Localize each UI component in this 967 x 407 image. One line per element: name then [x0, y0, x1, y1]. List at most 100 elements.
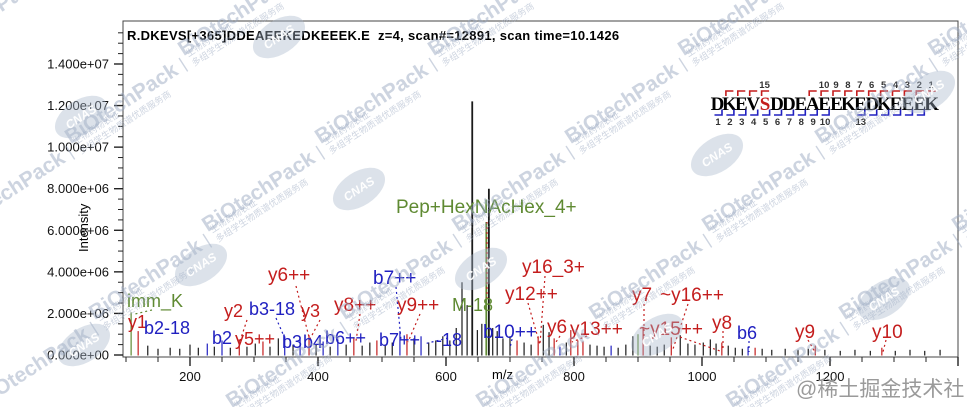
y-ion-mark [867, 90, 877, 96]
y-tick-label: 4.000e+06 [47, 264, 109, 279]
sequence-residue: E [890, 94, 903, 115]
peak-label: y5++ [235, 329, 275, 349]
peak-label: M-18 [452, 295, 493, 315]
sequence-residue: D [865, 94, 879, 115]
b-ion-mark [785, 109, 795, 116]
b-ion-number: 10 [820, 117, 831, 128]
peak-label: b3 [282, 332, 302, 352]
label-connector [555, 335, 561, 343]
peak-label: y9++ [397, 295, 439, 316]
y-ion-mark [737, 90, 746, 96]
x-tick-label: 800 [563, 369, 585, 384]
y-tick-label: 6.000e+06 [47, 223, 109, 238]
b-ion-number: 6 [775, 117, 780, 128]
sequence-residue: E [902, 94, 915, 115]
y-ion-mark [832, 90, 841, 96]
b-ion-mark [809, 109, 818, 116]
y-ion-number: 8 [845, 80, 850, 91]
b-ion-mark [857, 109, 866, 116]
peak-label: ~y16++ [660, 285, 724, 306]
peak-label: y6++ [268, 265, 310, 286]
y-axis-label: Intensity [76, 203, 91, 252]
x-tick-label: 1200 [816, 369, 845, 384]
y-ion-mark [760, 90, 770, 96]
y-tick-label: 0.000e+00 [47, 348, 109, 363]
sequence-residue: D [782, 94, 796, 115]
label-connector [309, 319, 321, 340]
label-connector [407, 313, 421, 343]
b-ion-mark [893, 109, 902, 116]
b-ion-mark [904, 109, 914, 116]
label-connector [527, 302, 541, 346]
x-axis-label: m/z [492, 367, 513, 382]
b-ion-mark [797, 109, 807, 116]
b-ion-mark [774, 109, 783, 116]
y-ion-mark [725, 90, 734, 96]
b-ion-mark [869, 109, 878, 116]
y-tick-label: 1.200e+07 [47, 98, 109, 113]
b-ion-number: 5 [763, 117, 769, 128]
peak-label: y13++ [570, 319, 623, 340]
b-ion-mark [726, 109, 735, 116]
peak-label: y12++ [505, 284, 558, 305]
peak-label: y1 [128, 312, 147, 332]
label-connector [807, 339, 816, 353]
y-tick-label: 8.000e+06 [47, 181, 109, 196]
sequence-residue: D [770, 94, 784, 115]
label-connector [882, 339, 887, 353]
sequence-residue: S [760, 94, 771, 115]
peak-label: y2 [224, 301, 243, 321]
sequence-residue: E [735, 94, 748, 115]
peak-label: b7++ [373, 268, 416, 289]
peak-label: b2 [212, 328, 232, 348]
y-ion-number: 9 [833, 80, 838, 91]
peak-label: Pep+HexNAcHex_4+ [396, 197, 577, 218]
y-ion-number: 7 [857, 80, 862, 91]
y-tick-label: 1.000e+07 [47, 140, 109, 155]
peak-label: y16_3+ [522, 257, 585, 278]
b-ion-number: 9 [811, 117, 816, 128]
b-ion-number: 1 [715, 117, 721, 128]
peak-label: b6++ [325, 328, 366, 348]
b-ion-mark [738, 109, 747, 116]
peak-label: b7++ [379, 330, 420, 350]
y-ion-number: 10 [819, 80, 830, 91]
peak-label: b2-18 [144, 318, 190, 338]
label-connector [295, 285, 310, 338]
peak-label: y8 [712, 313, 732, 334]
sequence-residue: E [913, 94, 926, 115]
peak-label: b10++ [483, 322, 537, 343]
b-ion-mark [881, 109, 890, 116]
sequence-residue: V [746, 94, 760, 115]
x-tick-label: 400 [307, 369, 329, 384]
peak-label: ~y15++ [639, 319, 703, 340]
y-tick-label: 1.400e+07 [47, 56, 109, 71]
label-connector [395, 286, 402, 341]
y-ion-number: 6 [869, 80, 874, 91]
sequence-residue: K [841, 94, 856, 115]
x-tick-label: 1000 [688, 369, 717, 384]
b-ion-mark [821, 109, 830, 116]
y-ion-mark [808, 90, 817, 96]
peak-label: b3-18 [249, 299, 295, 319]
sequence-residue: D [711, 94, 725, 115]
peak-label: y10 [872, 322, 903, 343]
b-ion-mark [750, 109, 759, 116]
y-tick-label: 2.000e+06 [47, 306, 109, 321]
peak-label: imm_K [127, 291, 183, 312]
sequence-residue: K [924, 94, 939, 115]
sequence-residue: E [854, 94, 867, 115]
b-ion-number: 13 [856, 117, 867, 128]
label-connector [539, 275, 546, 345]
label-connector [679, 336, 721, 352]
spectrum-title: R.DKEVS[+365]DDEAEEKEDKEEEK.E z=4, scan#… [127, 28, 620, 43]
peak-label: b4 [303, 332, 323, 352]
juejin-watermark: @稀土掘金技术社区 [796, 378, 965, 401]
y-ion-number: 3 [905, 80, 910, 91]
y-ion-mark [856, 90, 865, 96]
sequence-residue: E [818, 94, 831, 115]
b-ion-mark [714, 109, 723, 116]
b-ion-mark [762, 109, 771, 116]
label-connector [509, 338, 513, 349]
